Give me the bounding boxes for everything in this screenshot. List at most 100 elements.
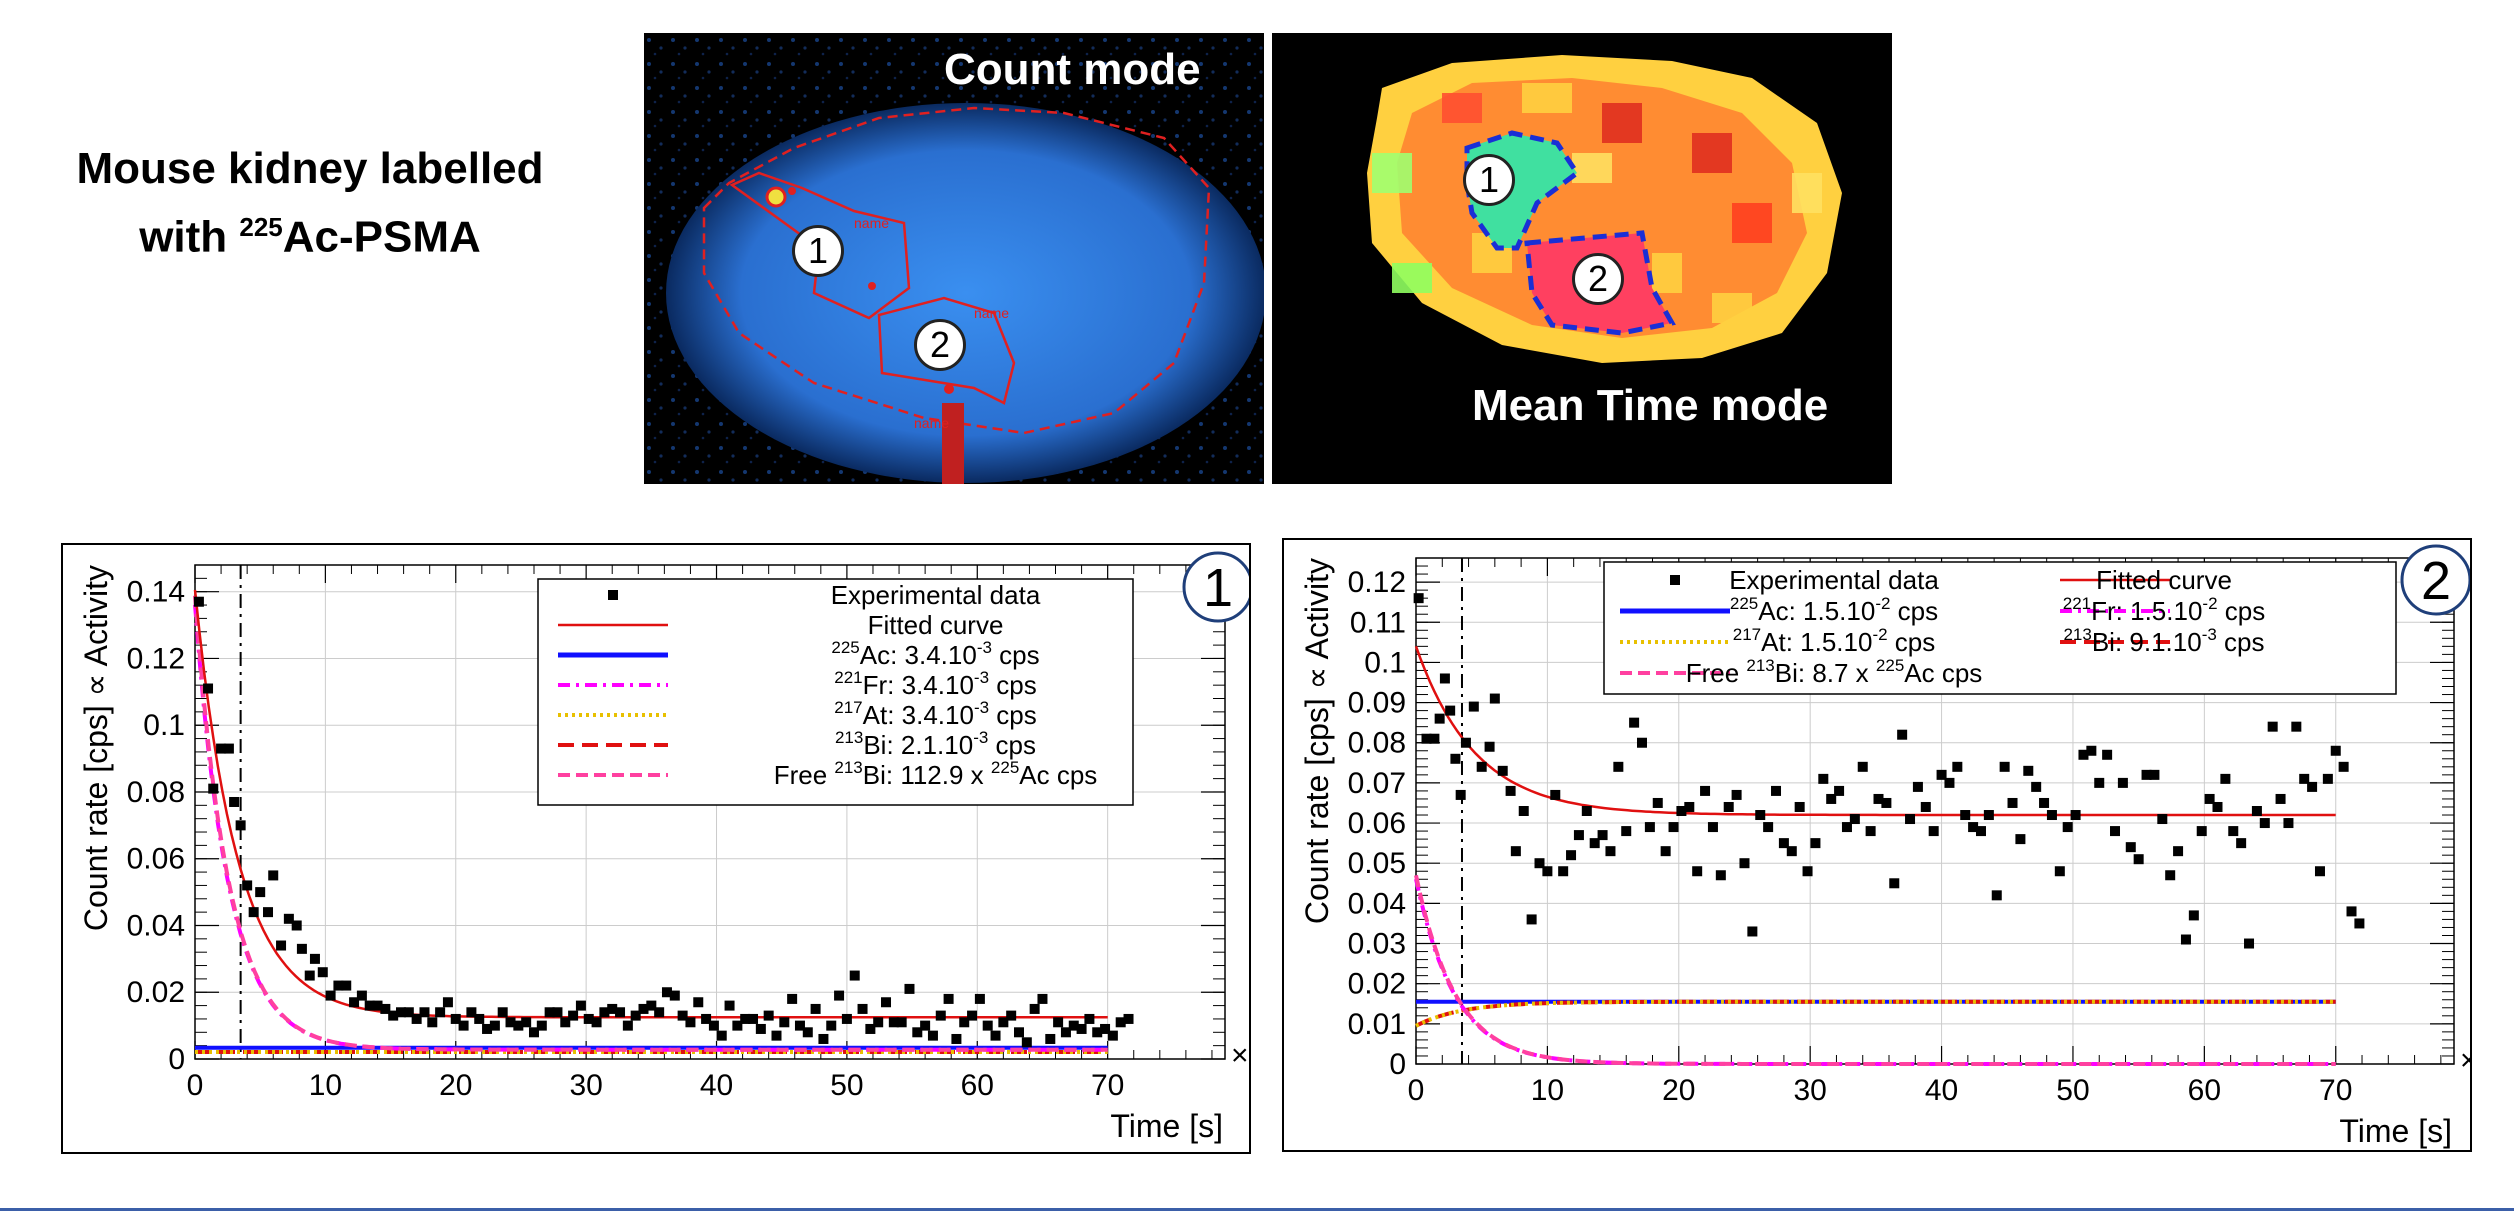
x-tick-label: 10 <box>1531 1074 1564 1107</box>
data-point <box>388 1010 399 1021</box>
data-point <box>1936 769 1947 780</box>
data-point <box>2291 721 2302 732</box>
data-point <box>2094 777 2105 788</box>
data-point <box>638 1003 649 1014</box>
x-tick-label: 0 <box>1408 1074 1425 1107</box>
data-point <box>669 990 680 1001</box>
data-point <box>888 1017 899 1028</box>
data-point <box>1518 806 1529 816</box>
panel-badge-label: 1 <box>1203 558 1233 618</box>
y-tick-label: 0.07 <box>1348 767 1406 800</box>
y-tick-label: 0.12 <box>127 642 185 675</box>
y-tick-label: 0.02 <box>1348 968 1406 1001</box>
data-point <box>724 1000 735 1011</box>
x-multiplier: ×103 <box>2460 1041 2470 1077</box>
roi-1-badge-mt: 1 <box>1463 154 1515 206</box>
data-point <box>2007 797 2018 808</box>
data-point <box>276 940 287 951</box>
data-point <box>1999 761 2010 772</box>
data-point <box>2354 918 2365 929</box>
data-point <box>1123 1013 1134 1024</box>
data-point <box>1834 785 1845 796</box>
heading-line-2: with 225Ac-PSMA <box>139 212 481 262</box>
data-point <box>1865 826 1876 837</box>
data-point <box>1597 830 1608 841</box>
data-point <box>466 1007 477 1018</box>
data-point <box>599 1007 610 1018</box>
data-point <box>216 743 227 754</box>
data-point <box>834 990 845 1001</box>
data-point <box>1707 822 1718 833</box>
data-point <box>2307 781 2318 792</box>
data-point <box>2086 745 2097 756</box>
data-point <box>1818 773 1829 784</box>
data-point <box>1636 737 1647 748</box>
data-point <box>927 1030 938 1041</box>
data-point <box>458 1020 469 1031</box>
data-point <box>1014 1027 1024 1038</box>
data-point <box>427 1017 438 1028</box>
data-point <box>2078 749 2089 760</box>
data-point <box>904 983 915 994</box>
legend-entry: 225Ac: 3.4.10-3 cps <box>831 638 1039 670</box>
data-point <box>2046 810 2057 821</box>
data-point <box>1029 1003 1040 1014</box>
chart-roi-2-svg: 0 10 20 30 40 50 60 7000.010.020.030.040.050.06… <box>1299 544 2514 1149</box>
data-point <box>1952 761 1963 772</box>
data-point <box>794 1020 805 1031</box>
data-point <box>1550 789 1561 800</box>
data-point <box>967 1010 978 1021</box>
data-point <box>1460 737 1471 748</box>
x-tick-label: 70 <box>2319 1074 2352 1107</box>
hot-spot <box>765 186 787 208</box>
data-point <box>235 820 246 831</box>
data-point <box>1873 793 1884 804</box>
data-point <box>685 1017 696 1028</box>
data-point <box>1429 733 1440 744</box>
figure-heading: Mouse kidney labelled with 225Ac-PSMA <box>40 140 580 267</box>
data-point <box>771 1030 782 1041</box>
data-point <box>881 997 892 1008</box>
data-point <box>1100 1023 1111 1034</box>
y-tick-label: 0.04 <box>1348 887 1406 920</box>
roi-tag-3: name <box>914 415 949 431</box>
data-point <box>951 1033 962 1044</box>
data-point <box>283 913 294 924</box>
data-point <box>661 987 672 998</box>
data-point <box>1021 1037 1032 1048</box>
y-tick-label: 0.06 <box>1348 807 1406 840</box>
data-point <box>1676 806 1687 816</box>
legend-box <box>537 578 1134 806</box>
slide-bottom-rule <box>0 1208 2514 1211</box>
data-point <box>2259 818 2270 829</box>
data-point <box>1905 814 1916 825</box>
y-tick-label: 0.1 <box>143 709 185 742</box>
x-tick-label: 60 <box>2188 1074 2221 1107</box>
x-axis-label: Time [s] <box>1110 1108 1223 1144</box>
legend-entry: Free 213Bi: 112.9 x 225Ac cps <box>774 758 1098 790</box>
data-point <box>1413 593 1424 604</box>
free-bi-series-line <box>193 595 1108 1052</box>
data-point <box>2267 721 2278 732</box>
data-point <box>755 1023 766 1034</box>
data-point <box>802 1027 813 1038</box>
legend-entry: Experimental data <box>831 580 1041 610</box>
data-point <box>1534 858 1545 869</box>
roi-2-badge: 2 <box>914 319 966 371</box>
data-point <box>2023 765 2034 776</box>
data-point <box>1621 826 1632 837</box>
data-point <box>1897 729 1908 740</box>
data-point <box>1053 1017 1064 1028</box>
data-point <box>763 1010 774 1021</box>
chart-roi-1-svg: 0 10 20 30 40 50 60 70 0 0.02 0.04 0.06 0.08 0.1 0.12 0… <box>78 551 1293 1144</box>
data-point <box>1928 826 1939 837</box>
y-axis-label: Count rate [cps] ∝ Activity <box>78 565 114 931</box>
data-point <box>693 997 704 1008</box>
data-point <box>1644 822 1655 833</box>
data-point <box>1439 673 1450 684</box>
data-point <box>1849 814 1860 825</box>
data-point <box>1889 878 1900 889</box>
y-tick-label: 0.08 <box>127 776 185 809</box>
roi-tag-1: name <box>854 215 889 231</box>
y-tick-label: 0.06 <box>127 843 185 876</box>
